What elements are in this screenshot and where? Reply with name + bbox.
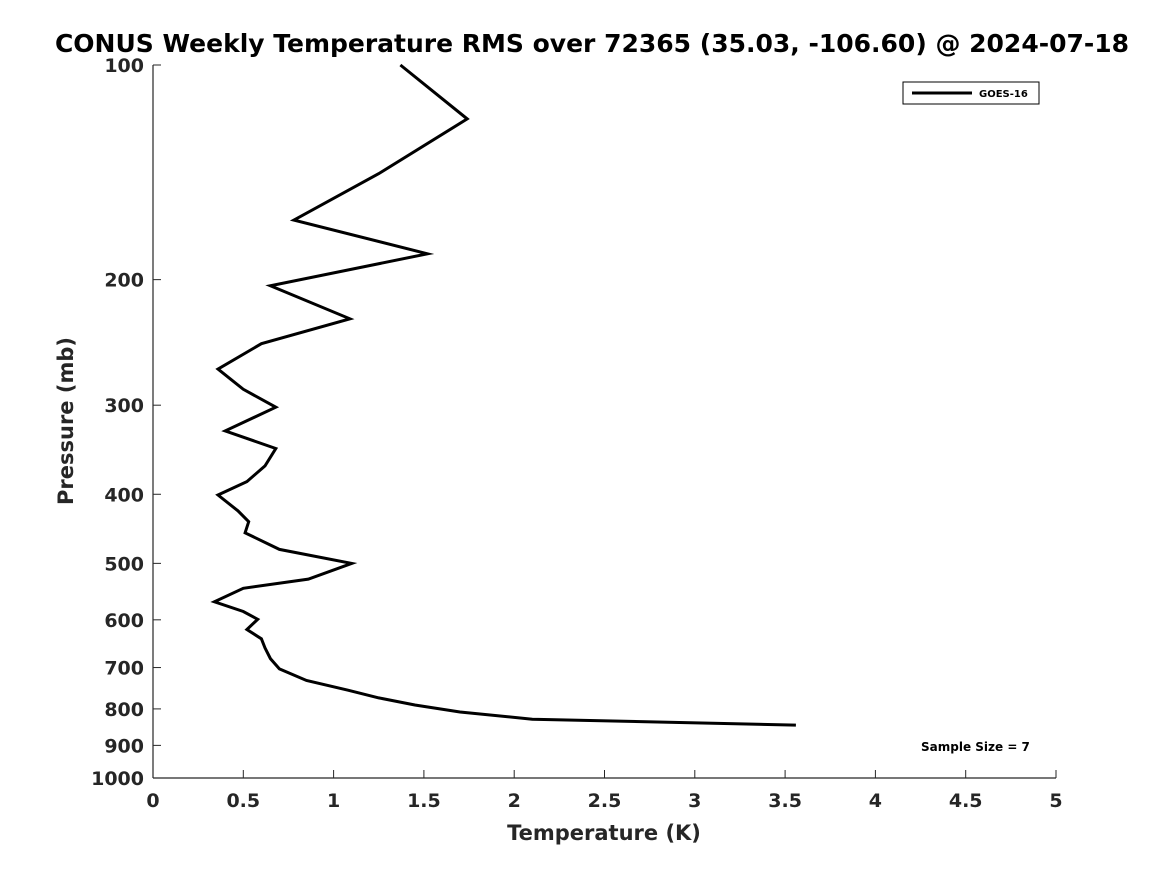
- x-tick-label: 4.5: [949, 790, 983, 812]
- x-tick-label: 0: [146, 790, 159, 812]
- legend: GOES-16: [902, 81, 1040, 105]
- x-tick-label: 1.5: [407, 790, 441, 812]
- y-tick-label: 900: [104, 735, 144, 757]
- x-tick-label: 4: [869, 790, 882, 812]
- x-tick-label: 3.5: [768, 790, 802, 812]
- y-tick-label: 100: [104, 55, 144, 77]
- y-tick-label: 500: [104, 553, 144, 575]
- x-tick-label: 2.5: [588, 790, 622, 812]
- legend-label-goes-16: GOES-16: [979, 89, 1028, 100]
- y-axis-label: Pressure (mb): [54, 337, 78, 505]
- y-tick-label: 700: [104, 658, 144, 680]
- series-line-goes-16: [210, 63, 796, 727]
- x-axis-ticks: 0 0.5 1 1.5 2 2.5 3 3.5 4 4.5 5: [146, 770, 1063, 812]
- y-axis-ticks: 100 200 300 400 500 600 700 800 900 1000: [91, 55, 161, 790]
- x-axis-label: Temperature (K): [507, 821, 701, 845]
- x-tick-label: 5: [1049, 790, 1062, 812]
- x-tick-label: 3: [688, 790, 701, 812]
- plot-axes: [152, 65, 1056, 779]
- sample-size-annotation: Sample Size = 7: [921, 740, 1030, 754]
- x-tick-label: 1: [327, 790, 340, 812]
- chart-title: CONUS Weekly Temperature RMS over 72365 …: [55, 29, 1129, 58]
- x-tick-label: 2: [508, 790, 521, 812]
- y-tick-label: 800: [104, 699, 144, 721]
- series-layer: [210, 63, 796, 727]
- y-tick-label: 600: [104, 610, 144, 632]
- y-tick-label: 1000: [91, 768, 144, 790]
- y-tick-label: 300: [104, 395, 144, 417]
- x-tick-label: 0.5: [226, 790, 260, 812]
- y-tick-label: 200: [104, 270, 144, 292]
- y-tick-label: 400: [104, 484, 144, 506]
